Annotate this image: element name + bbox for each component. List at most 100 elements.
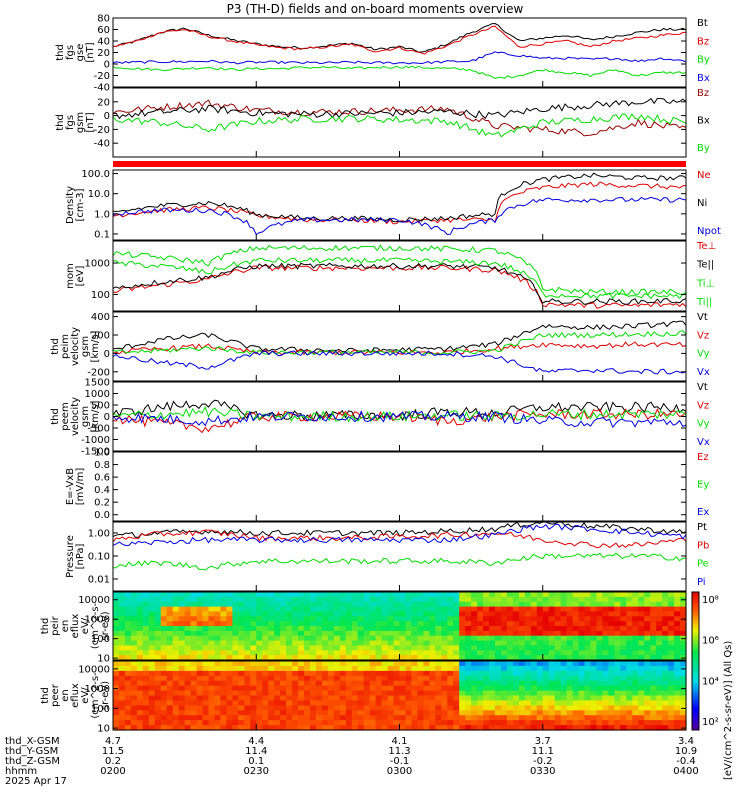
spectrogram-cell	[417, 680, 424, 687]
spectrogram-cell	[327, 725, 335, 731]
y-tick-label: 100	[91, 704, 110, 715]
spectrogram-cell	[530, 690, 538, 697]
spectrogram-cell	[656, 621, 663, 627]
spectrogram-cell	[327, 621, 335, 627]
spectrogram-cell	[602, 685, 609, 692]
spectrogram-cell	[280, 670, 287, 677]
spectrogram-cell	[244, 661, 251, 667]
spectrogram-cell	[644, 695, 651, 701]
spectrogram-cell	[560, 621, 568, 627]
colorbar-swatch	[692, 696, 699, 699]
spectrogram-cell	[190, 630, 198, 637]
spectrogram-cell	[566, 680, 574, 687]
spectrogram-cell	[417, 695, 424, 701]
spectrogram-cell	[357, 661, 365, 667]
spectrogram-cell	[244, 630, 251, 637]
spectrogram-cell	[304, 675, 311, 682]
spectrogram-cell	[417, 621, 424, 627]
spectrogram-cell	[596, 695, 604, 701]
spectrogram-cell	[459, 665, 466, 672]
spectrogram-cell	[339, 715, 347, 721]
spectrogram-cell	[608, 720, 615, 726]
spectrogram-cell	[411, 710, 418, 716]
spectrogram-cell	[608, 685, 615, 692]
spectrogram-cell	[674, 700, 681, 706]
spectrogram-cell	[590, 655, 598, 661]
spectrogram-cell	[560, 665, 568, 672]
spectrogram-cell	[578, 606, 586, 613]
spectrogram-cell	[286, 606, 293, 613]
spectrogram-cell	[142, 675, 150, 682]
spectrogram-cell	[250, 700, 257, 706]
legend-pressure-Pi: Pi	[697, 577, 706, 588]
spectrogram-cell	[614, 685, 621, 692]
spectrogram-cell	[220, 725, 227, 731]
spectrogram-cell	[184, 601, 192, 608]
spectrogram-cell	[202, 685, 210, 692]
spectrogram-cell	[423, 695, 430, 701]
spectrogram-cell	[644, 680, 651, 687]
spectrogram-cell	[524, 710, 532, 716]
spectrogram-cell	[429, 616, 436, 622]
spectrogram-cell	[184, 592, 192, 598]
spectrogram-cell	[196, 675, 204, 682]
spectrogram-cell	[512, 621, 520, 627]
spectrogram-cell	[124, 611, 132, 617]
spectrogram-cell	[160, 611, 168, 617]
spectrogram-cell	[566, 621, 574, 627]
spectrogram-cell	[453, 695, 460, 701]
spectrogram-cell	[638, 710, 645, 716]
spectrogram-cell	[477, 650, 484, 656]
spectrogram-cell	[423, 596, 430, 603]
spectrogram-cell	[268, 611, 275, 617]
spectrogram-cell	[148, 665, 156, 672]
spectrogram-cell	[650, 592, 657, 598]
spectrogram-cell	[304, 650, 311, 656]
spectrogram-cell	[190, 611, 198, 617]
spectrogram-cell	[536, 680, 544, 687]
spectrogram-cell	[387, 621, 395, 627]
spectrogram-cell	[244, 650, 251, 656]
spectrogram-cell	[154, 700, 162, 706]
spectrogram-cell	[596, 621, 604, 627]
spectrogram-cell	[572, 606, 580, 613]
spectrogram-cell	[590, 690, 598, 697]
spectrogram-cell	[339, 640, 347, 647]
spectrogram-cell	[524, 616, 532, 622]
spectrogram-cell	[614, 700, 621, 706]
spectrogram-cell	[154, 680, 162, 687]
spectrogram-cell	[142, 720, 150, 726]
spectrogram-cell	[638, 601, 645, 608]
spectrogram-cell	[441, 616, 448, 622]
spectrogram-cell	[393, 690, 401, 697]
spectrogram-cell	[530, 650, 538, 656]
spectrogram-cell	[417, 700, 424, 706]
spectrogram-cell	[626, 695, 633, 701]
spectrogram-cell	[166, 670, 174, 677]
spectrogram-cell	[435, 680, 442, 687]
spectrogram-cell	[375, 705, 383, 711]
spectrogram-cell	[554, 621, 562, 627]
spectrogram-cell	[178, 655, 186, 661]
spectrogram-cell	[668, 725, 675, 731]
spectrogram-cell	[124, 690, 132, 697]
spectrogram-cell	[351, 695, 359, 701]
spectrogram-cell	[280, 700, 287, 706]
spectrogram-cell	[113, 710, 120, 716]
spectrogram-cell	[202, 645, 210, 651]
spectrogram-cell	[584, 680, 592, 687]
spectrogram-cell	[423, 685, 430, 692]
series-electron-velocity-Vy	[112, 405, 687, 423]
spectrogram-cell	[447, 635, 454, 642]
spectrogram-cell	[298, 710, 305, 716]
spectrogram-cell	[554, 611, 562, 617]
ylabel-line: en	[60, 689, 71, 702]
spectrogram-cell	[620, 705, 627, 711]
spectrogram-cell	[506, 680, 514, 687]
spectrogram-cell	[369, 621, 377, 627]
spectrogram-cell	[590, 626, 598, 632]
spectrogram-cell	[304, 665, 311, 672]
spectrogram-cell	[435, 661, 442, 667]
ion-spectrogram-ylabel: thd peir en eflux eV/(cm^2-s-sr-eV)	[40, 602, 111, 649]
y-tick-label: 1.0	[94, 448, 110, 459]
